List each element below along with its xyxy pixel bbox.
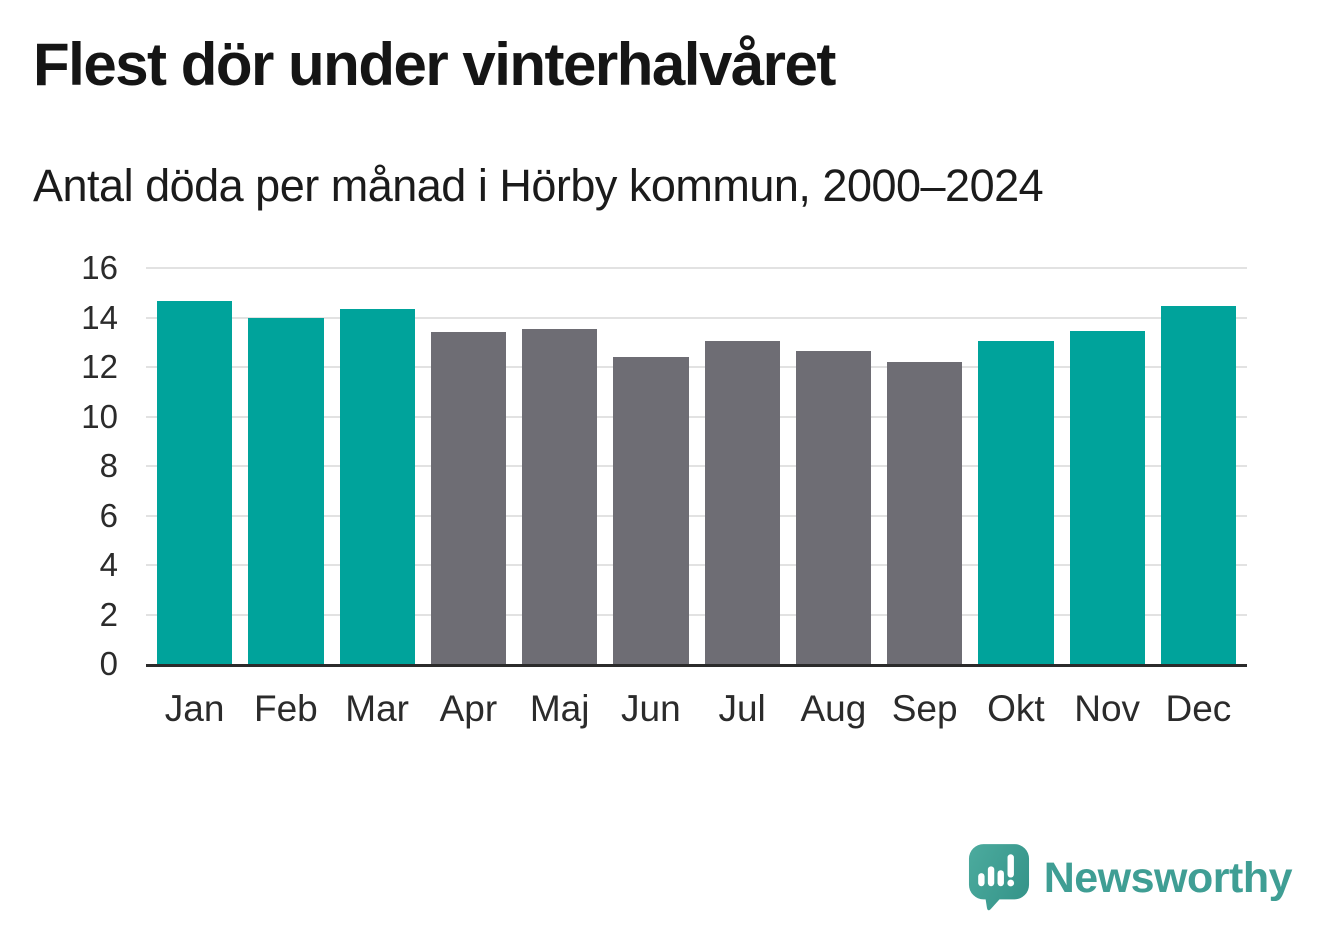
bar-jun — [613, 357, 689, 664]
x-tick-label-okt: Okt — [987, 688, 1045, 729]
x-tick-label-dec: Dec — [1165, 688, 1232, 729]
bar-okt — [978, 341, 1054, 664]
x-tick-label-nov: Nov — [1074, 688, 1141, 729]
y-tick-label-16: 16 — [81, 249, 118, 286]
x-tick-label-feb: Feb — [253, 688, 318, 729]
x-tick-label-jun: Jun — [621, 688, 681, 729]
x-tick-label-aug: Aug — [800, 688, 867, 729]
gridline-8 — [146, 465, 1247, 467]
y-tick-label-8: 8 — [99, 447, 118, 484]
bar-nov — [1069, 331, 1145, 664]
gridline-6 — [146, 514, 1247, 517]
bar-sep — [887, 362, 963, 664]
x-axis: Jan Feb Mar Apr Maj Jun Jul Aug Sep Okt Nov Dec — [146, 688, 1247, 730]
plot-area — [146, 267, 1247, 667]
newsworthy-speech-bubble-icon — [968, 844, 1029, 911]
x-tick-label-sep: Sep — [891, 688, 958, 729]
x-tick-label-mar: Mar — [345, 688, 409, 729]
x-tick-label-apr: Apr — [439, 688, 498, 729]
chart-title: Flest dör under vinterhalvåret — [33, 31, 836, 98]
y-tick-label-10: 10 — [81, 397, 118, 435]
gridline-2 — [146, 613, 1247, 616]
x-tick-label-jan: Jan — [164, 688, 225, 729]
gridline-4 — [146, 564, 1247, 566]
y-tick-label-14: 14 — [81, 298, 118, 336]
x-tick-label-jul: Jul — [718, 688, 766, 729]
bar-apr — [430, 332, 506, 664]
x-tick-label-maj: Maj — [529, 688, 590, 729]
bar-maj — [522, 328, 598, 664]
gridline-14 — [146, 316, 1247, 319]
bar-mar — [339, 308, 415, 664]
gridline-10 — [146, 415, 1247, 418]
y-axis: 0 2 4 6 8 10 12 14 16 — [0, 249, 118, 682]
y-tick-label-4: 4 — [99, 546, 118, 583]
bar-jan — [157, 301, 233, 664]
bar-series — [146, 268, 1247, 664]
newsworthy-logo: Newsworthy — [968, 843, 1293, 913]
y-tick-label-12: 12 — [81, 348, 118, 385]
y-tick-label-6: 6 — [99, 496, 118, 534]
bar-jul — [704, 341, 780, 664]
bar-aug — [795, 350, 871, 664]
y-tick-label-2: 2 — [99, 595, 118, 633]
bar-dec — [1160, 306, 1236, 664]
gridline-12 — [146, 366, 1247, 368]
gridline-16 — [146, 267, 1247, 269]
newsworthy-logo-text: Newsworthy — [1043, 853, 1293, 902]
bar-feb — [248, 317, 324, 664]
gridlines — [146, 267, 1247, 664]
chart-subtitle: Antal döda per månad i Hörby kommun, 200… — [33, 160, 1044, 211]
y-tick-label-0: 0 — [99, 645, 118, 682]
